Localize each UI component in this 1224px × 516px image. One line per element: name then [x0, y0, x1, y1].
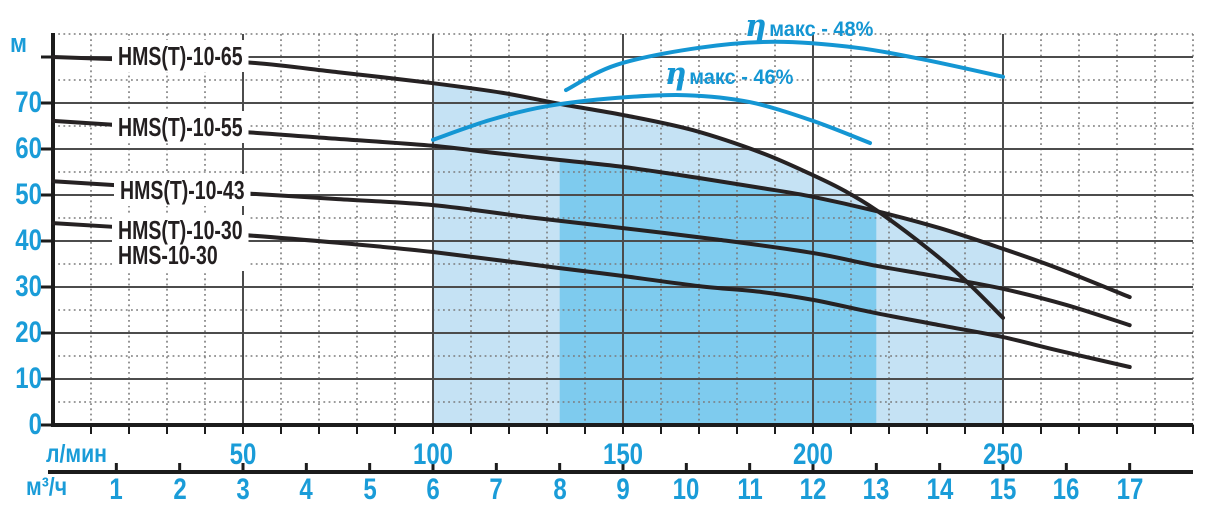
efficiency-curve-eta-max-48	[564, 39, 1005, 93]
pump-curve-HMS(T)-10-55	[51, 118, 1132, 300]
pump-curve-HMS(T)-10-30	[51, 221, 1132, 369]
shaded-region-operating-range-dark	[559, 160, 877, 425]
efficiency-curve-eta-max-46	[431, 93, 872, 145]
pump-curve-HMS(T)-10-65	[51, 55, 1005, 320]
